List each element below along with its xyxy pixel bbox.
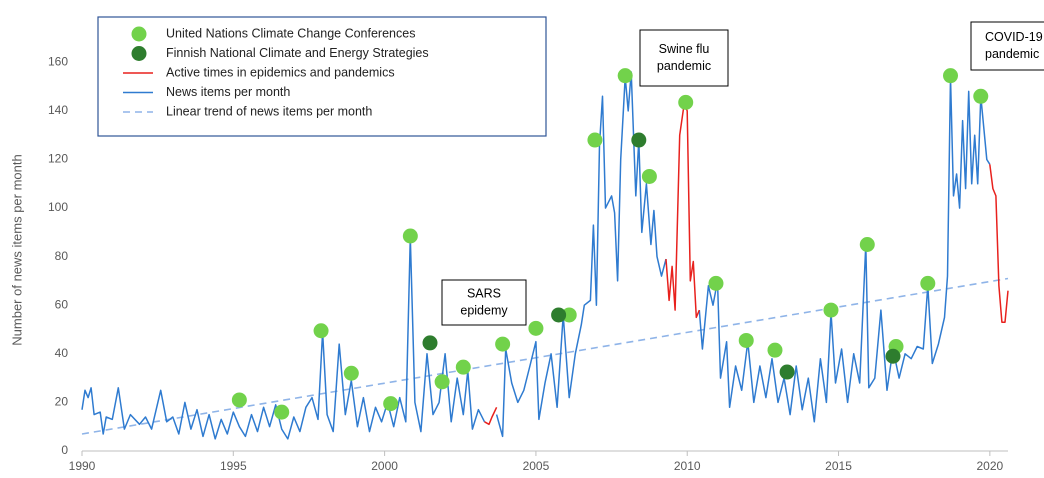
annotation-box: [970, 21, 1044, 71]
legend-label: Finnish National Climate and Energy Stra…: [166, 46, 429, 60]
point: [631, 132, 647, 148]
point: [528, 320, 544, 336]
point: [343, 365, 359, 381]
point: [495, 336, 511, 352]
y-tick-label: 120: [48, 152, 68, 166]
y-tick-label: 100: [48, 200, 68, 214]
annotation-text: SARS: [467, 286, 501, 300]
x-tick-label: 2010: [674, 459, 701, 473]
point: [455, 359, 471, 375]
annotation-text: pandemic: [985, 47, 1039, 61]
y-tick-label: 0: [61, 443, 68, 457]
legend-label: News items per month: [166, 85, 290, 99]
point: [434, 374, 450, 390]
point: [859, 237, 875, 252]
point: [561, 307, 577, 323]
annotation-text: COVID-19: [985, 30, 1043, 44]
point: [402, 228, 418, 244]
point: [920, 275, 936, 291]
y-axis-label: Number of news items per month: [9, 154, 24, 345]
legend-label: United Nations Climate Change Conference…: [166, 26, 415, 40]
x-tick-label: 1995: [220, 459, 247, 473]
point: [767, 342, 783, 358]
annotation-text: Swine flu: [659, 42, 710, 56]
point: [617, 68, 633, 84]
line-series: [81, 71, 991, 440]
annotation: Swine flu pandemic: [639, 29, 729, 87]
y-tick-label: 20: [55, 395, 69, 409]
point: [738, 332, 754, 348]
x-tick-label: 2020: [976, 459, 1003, 473]
y-tick-label: 40: [55, 346, 69, 360]
y-tick-label: 60: [55, 297, 69, 311]
x-tick-label: 1990: [69, 459, 96, 473]
annotation-box: [639, 29, 729, 87]
legend-marker: [131, 26, 147, 42]
point: [641, 168, 657, 184]
y-tick-label: 80: [55, 249, 69, 263]
legend-label: Active times in epidemics and pandemics: [166, 65, 395, 79]
annotation-text: epidemy: [460, 303, 508, 317]
point: [313, 323, 329, 339]
legend-box: [97, 16, 547, 137]
point: [383, 396, 399, 412]
y-tick-label: 160: [48, 54, 68, 68]
point: [973, 88, 989, 104]
point: [231, 392, 247, 408]
annotation: COVID-19 pandemic: [970, 21, 1044, 71]
legend-label: Linear trend of news items per month: [166, 104, 372, 118]
point: [885, 348, 901, 364]
point: [823, 302, 839, 318]
annotation-text: pandemic: [657, 59, 711, 73]
point: [708, 275, 724, 291]
point: [779, 364, 795, 380]
line-series: [81, 277, 1009, 435]
point: [678, 94, 694, 110]
line-series: [484, 102, 1009, 426]
annotation-box: [441, 279, 527, 326]
x-tick-label: 2005: [523, 459, 550, 473]
x-tick-label: 2000: [371, 459, 398, 473]
y-tick-label: 140: [48, 103, 68, 117]
point: [422, 335, 438, 351]
legend: United Nations Climate Change Conference…: [97, 16, 547, 137]
point: [274, 404, 290, 420]
point: [587, 132, 603, 148]
point: [551, 307, 567, 323]
legend-marker: [131, 46, 147, 61]
annotation: SARS epidemy: [441, 279, 527, 326]
x-tick-label: 2015: [825, 459, 852, 473]
point: [943, 68, 959, 84]
